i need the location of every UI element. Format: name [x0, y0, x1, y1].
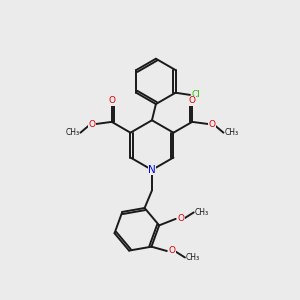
- Text: O: O: [209, 119, 216, 128]
- Text: Cl: Cl: [191, 90, 200, 99]
- Text: CH₃: CH₃: [195, 208, 209, 217]
- Text: N: N: [148, 165, 156, 175]
- Text: O: O: [88, 119, 95, 128]
- Text: O: O: [177, 214, 184, 224]
- Text: O: O: [108, 96, 115, 105]
- Text: CH₃: CH₃: [186, 253, 200, 262]
- Text: CH₃: CH₃: [65, 128, 80, 137]
- Text: O: O: [168, 247, 175, 256]
- Text: CH₃: CH₃: [224, 128, 239, 137]
- Text: O: O: [189, 96, 196, 105]
